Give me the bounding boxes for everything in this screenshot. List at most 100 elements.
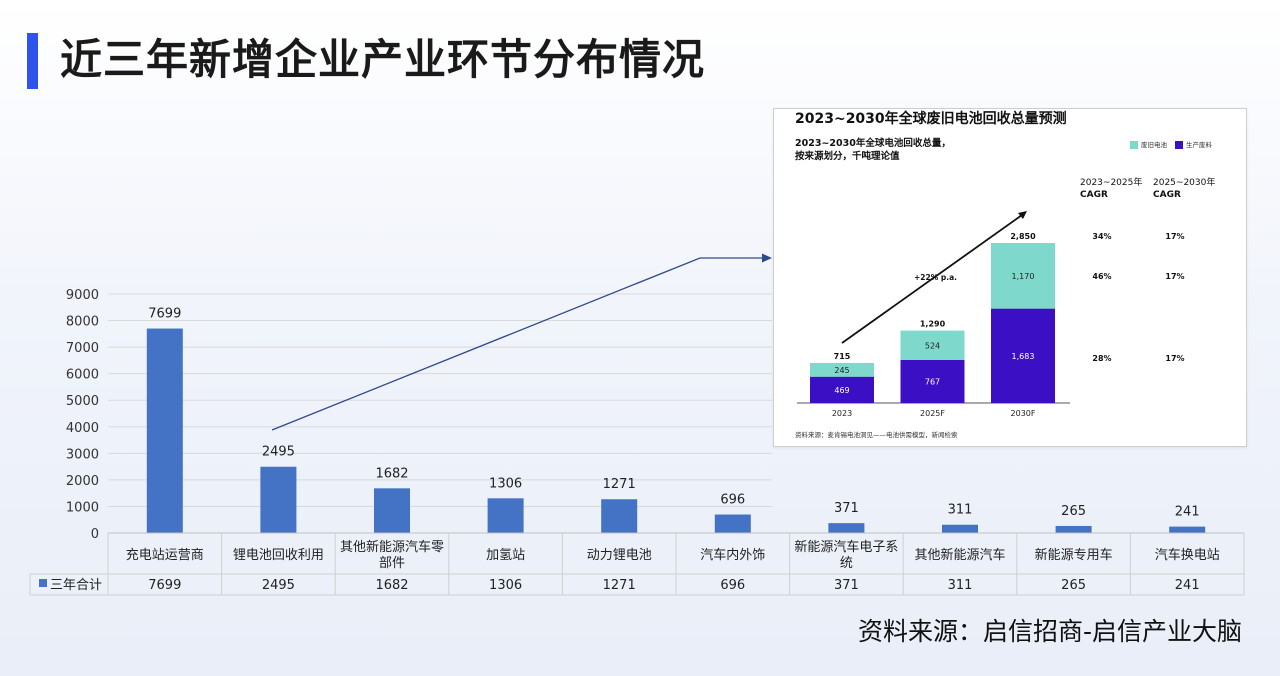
bar [146,328,183,533]
category-label: 新能源专用车 [1035,547,1113,563]
data-label: 1271 [603,477,636,492]
cagr-value: 28% [1092,354,1111,363]
table-value: 1271 [603,578,636,593]
bar [714,514,751,533]
inset-segment-label: 1,683 [1012,352,1035,361]
table-value: 241 [1175,578,1200,593]
bar [942,524,978,533]
legend-swatch [1130,141,1138,149]
category-label: 锂电池回收利用 [233,548,324,563]
inset-total-label: 715 [834,352,851,361]
legend-label: 三年合计 [50,578,102,593]
legend-item-battery: 废旧电池 [1130,139,1167,149]
table-value: 311 [948,578,973,593]
inset-trend-arrow [841,214,1023,344]
title-accent-bar [27,33,38,89]
legend-item-scrap: 生产废料 [1175,139,1212,149]
y-tick-label: 4000 [66,421,99,436]
inset-bar-scrap [991,308,1055,403]
data-label: 696 [720,493,745,508]
y-tick-label: 3000 [66,447,99,462]
category-label: 统 [840,556,853,571]
y-tick-label: 5000 [66,394,99,409]
category-label: 部件 [379,556,405,571]
data-label: 265 [1061,504,1086,519]
category-label: 动力锂电池 [587,548,652,563]
inset-category-label: 2023 [832,409,852,418]
table-value: 2495 [262,578,295,593]
category-label: 汽车内外饰 [700,547,765,563]
arrow-head [762,253,772,263]
inset-subtitle: 2023~2030年全球电池回收总量， 按来源划分，千吨理论值 [795,137,951,163]
inset-bar-battery [810,362,874,377]
y-tick-label: 0 [91,527,99,542]
table-value: 1306 [489,578,522,593]
data-label: 1682 [375,466,408,481]
data-label: 371 [834,501,859,516]
inset-subtitle-line: 按来源划分，千吨理论值 [795,151,900,162]
inset-total-label: 2,850 [1010,232,1036,241]
category-label: 充电站运营商 [126,547,204,563]
inset-segment-label: 245 [834,366,849,375]
cagr-header: 2025~2030年 [1153,176,1215,188]
legend-label: 生产废料 [1186,141,1212,149]
category-label: 新能源汽车电子系 [794,539,898,555]
bar [1169,526,1206,533]
inset-bar-scrap [900,359,965,403]
data-label: 7699 [148,307,181,322]
data-label: 311 [948,503,973,518]
inset-title: 2023~2030年全球废旧电池回收总量预测 [795,111,1067,127]
inset-bar-battery [900,330,965,360]
bar [487,498,524,533]
cagr-header: 2023~2025年 [1080,176,1142,188]
bar [601,499,638,533]
cagr-header: CAGR [1080,190,1108,200]
bar [828,523,865,533]
table-value: 265 [1061,578,1086,593]
legend-swatch [1175,141,1183,149]
bar [1055,525,1092,533]
y-tick-label: 9000 [66,288,99,303]
inset-segment-label: 524 [925,341,940,350]
bar [374,488,410,533]
bar [260,466,297,533]
legend-swatch [39,579,47,587]
source-note: 资料来源：启信招商-启信产业大脑 [857,617,1242,646]
inset-stacked-chart: 469 245 715 2023 767 524 1,290 2025F 1,683 1,170 2… [797,176,1215,418]
inset-forecast-panel: 469 245 715 2023 767 524 1,290 2025F 1,683 1,170 2… [773,108,1247,447]
inset-segment-label: 469 [834,386,849,395]
page-title: 近三年新增企业产业环节分布情况 [60,35,706,84]
category-label: 加氢站 [486,548,525,563]
inset-bar-battery [991,243,1055,309]
table-value: 7699 [148,578,181,593]
legend-label: 废旧电池 [1141,141,1167,149]
inset-segment-label: 767 [925,377,940,386]
inset-legend: 废旧电池 生产废料 [1130,139,1212,149]
inset-category-label: 2030F [1011,409,1036,418]
category-label: 其他新能源汽车 [914,547,1005,563]
data-label: 241 [1175,505,1200,520]
table-value: 696 [720,578,745,593]
inset-source-note: 资料来源：麦肯锡电池洞见——电池供需模型，新闻检索 [795,431,958,439]
data-label: 1306 [489,476,522,491]
category-label: 汽车换电站 [1155,547,1220,563]
inset-bar-scrap [810,376,874,403]
inset-segment-label: 1,170 [1012,272,1035,281]
cagr-value: 17% [1165,272,1184,281]
y-tick-label: 2000 [66,474,99,489]
table-value: 371 [834,578,859,593]
y-tick-label: 6000 [66,368,99,383]
inset-trend-arrowhead [1018,211,1027,219]
cagr-value: 17% [1165,232,1184,241]
data-label: 2495 [262,445,295,460]
inset-growth-annotation: +22% p.a. [914,273,957,282]
inset-total-label: 1,290 [920,320,946,329]
cagr-value: 46% [1092,272,1111,281]
cagr-value: 17% [1165,354,1184,363]
category-label: 其他新能源汽车零 [340,539,444,555]
cagr-header: CAGR [1153,190,1181,200]
cagr-value: 34% [1092,232,1111,241]
connector-arrow [271,257,764,431]
y-tick-label: 1000 [66,500,99,515]
